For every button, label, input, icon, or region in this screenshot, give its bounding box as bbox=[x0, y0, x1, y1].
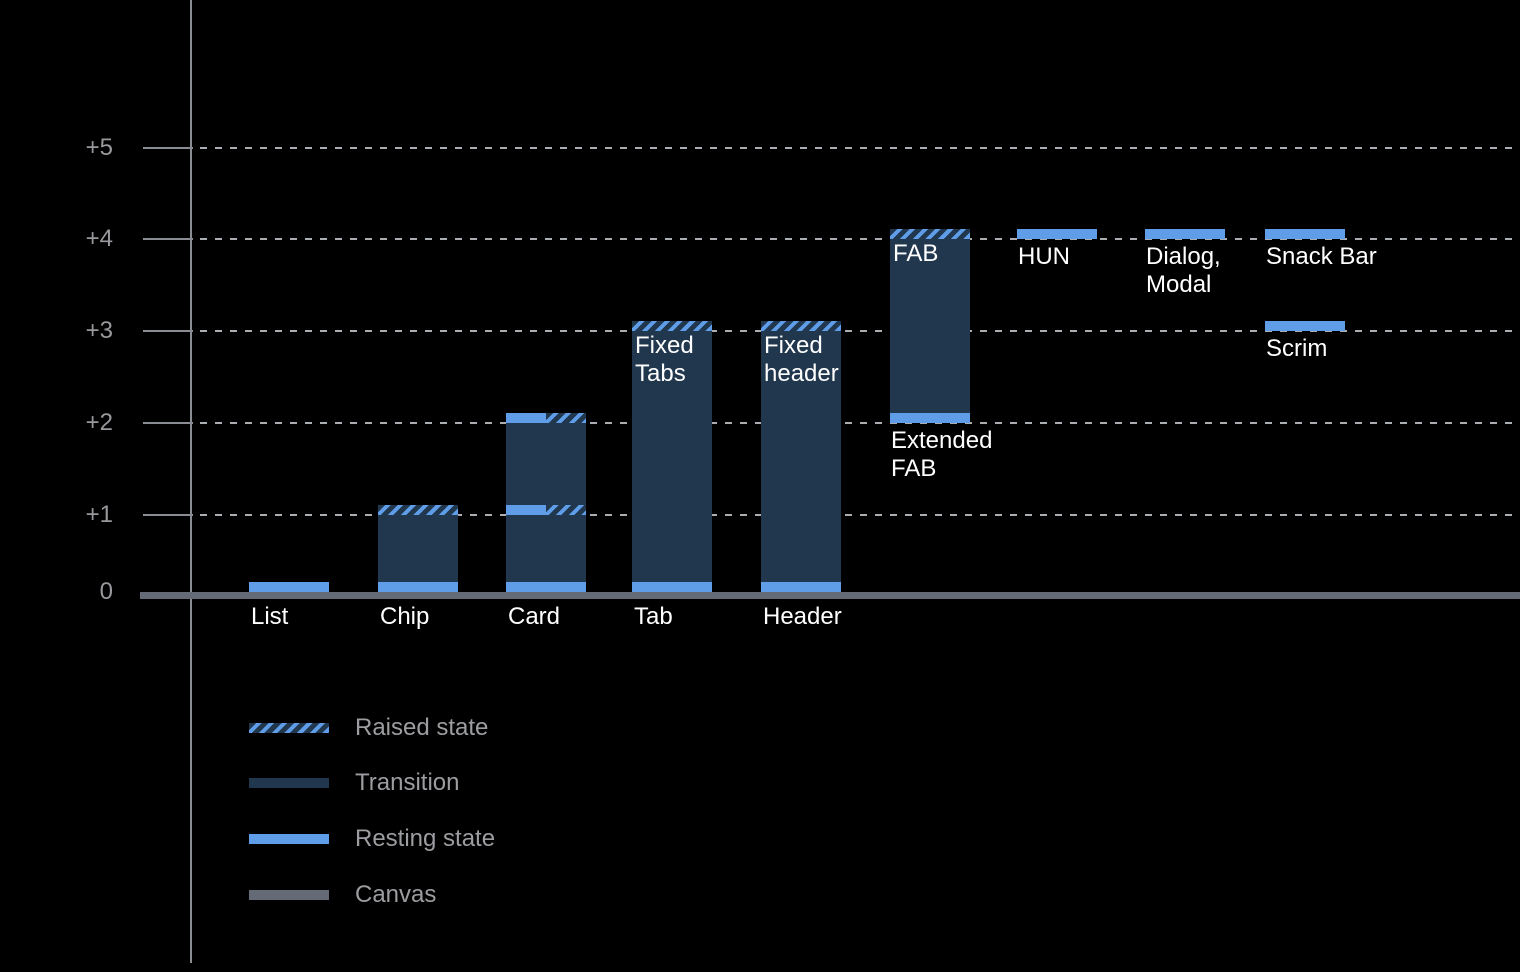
segment-resting bbox=[249, 582, 329, 592]
bar-list bbox=[249, 0, 329, 972]
legend-label-transition: Transition bbox=[355, 769, 460, 796]
y-tick-label-1: +1 bbox=[85, 501, 113, 528]
gridline-4 bbox=[200, 238, 1520, 240]
segment-resting bbox=[761, 582, 841, 592]
bar-tab bbox=[632, 0, 712, 972]
legend-swatch-canvas bbox=[249, 890, 329, 900]
legend-label-resting: Resting state bbox=[355, 825, 496, 852]
segment-transition bbox=[761, 330, 841, 582]
y-tick-1 bbox=[143, 514, 193, 516]
y-axis-line bbox=[190, 0, 192, 963]
canvas-baseline bbox=[140, 592, 1520, 599]
segment-resting bbox=[378, 582, 458, 592]
bar-chip bbox=[378, 0, 458, 972]
bar-card bbox=[506, 0, 586, 972]
bar-inner-label-fab: FAB bbox=[893, 240, 939, 267]
segment-split-raised bbox=[546, 505, 586, 515]
legend-label-raised: Raised state bbox=[355, 714, 489, 741]
segment-raised bbox=[890, 229, 970, 239]
y-tick-5 bbox=[143, 147, 193, 149]
gridline-5 bbox=[200, 147, 1520, 149]
segment-transition bbox=[890, 239, 970, 413]
segment-resting bbox=[1017, 229, 1097, 239]
legend-swatch-resting bbox=[249, 834, 329, 844]
y-tick-label-3: +3 bbox=[85, 316, 113, 344]
segment-raised bbox=[378, 505, 458, 515]
segment-transition bbox=[506, 515, 586, 582]
segment-split-raised bbox=[546, 413, 586, 423]
y-tick-label-2: +2 bbox=[85, 409, 113, 436]
legend-swatch-raised bbox=[249, 723, 329, 733]
bar-below-label-dialog-modal: Dialog, Modal bbox=[1146, 243, 1221, 298]
y-tick-label-4: +4 bbox=[85, 225, 113, 252]
segment-resting bbox=[1265, 229, 1345, 239]
segment-resting bbox=[1265, 320, 1345, 331]
bar-axis-label-chip: Chip bbox=[380, 603, 430, 630]
segment-split-resting bbox=[506, 505, 546, 515]
bar-axis-label-header: Header bbox=[763, 603, 842, 630]
gridline-1 bbox=[200, 514, 1520, 516]
segment-resting bbox=[1145, 229, 1225, 239]
y-tick-2 bbox=[143, 422, 193, 424]
bar-dialog-modal bbox=[1145, 0, 1225, 972]
gridline-3 bbox=[200, 329, 1520, 332]
y-tick-label-0: 0 bbox=[99, 578, 113, 605]
segment-resting bbox=[506, 582, 586, 592]
bar-axis-label-list: List bbox=[251, 603, 289, 630]
segment-transition bbox=[632, 330, 712, 582]
segment-transition bbox=[378, 515, 458, 582]
bar-scrim bbox=[1265, 0, 1345, 972]
segment-raised bbox=[632, 320, 712, 331]
bar-snack-bar bbox=[1265, 0, 1345, 972]
bar-axis-label-card: Card bbox=[508, 603, 561, 630]
segment-resting bbox=[890, 413, 970, 423]
bar-below-label-snack-bar: Snack Bar bbox=[1266, 243, 1377, 270]
bar-header bbox=[761, 0, 841, 972]
bar-below-label-fab: Extended FAB bbox=[891, 427, 993, 482]
segment-split-resting bbox=[506, 413, 546, 423]
bar-inner-label-header: Fixed header bbox=[764, 331, 839, 387]
bar-fab bbox=[890, 0, 970, 972]
gridline-2 bbox=[200, 422, 1520, 424]
bar-hun bbox=[1017, 0, 1097, 972]
segment-resting bbox=[632, 582, 712, 592]
y-tick-4 bbox=[143, 238, 193, 240]
bar-below-label-scrim: Scrim bbox=[1266, 334, 1328, 362]
y-tick-label-5: +5 bbox=[85, 134, 113, 161]
bar-below-label-hun: HUN bbox=[1018, 243, 1070, 270]
legend-label-canvas: Canvas bbox=[355, 881, 437, 908]
bar-inner-label-tab: Fixed Tabs bbox=[635, 331, 694, 387]
legend-swatch-transition bbox=[249, 778, 329, 788]
y-tick-3 bbox=[143, 329, 193, 332]
bar-axis-label-tab: Tab bbox=[634, 603, 673, 630]
segment-raised bbox=[761, 320, 841, 331]
segment-transition bbox=[506, 423, 586, 505]
